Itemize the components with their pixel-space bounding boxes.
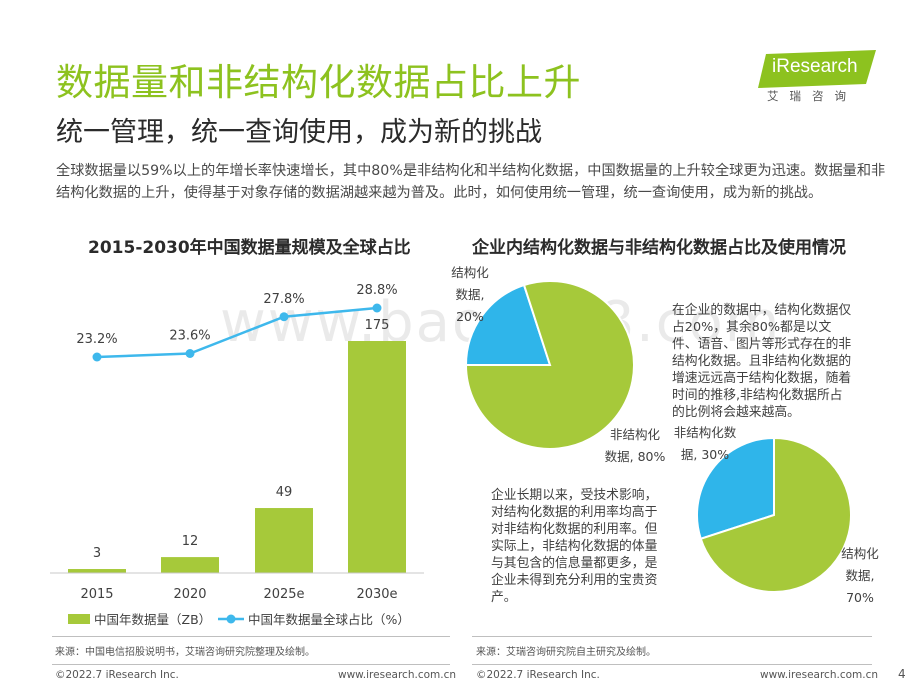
iresearch-logo [758,50,876,88]
source-divider-right [472,636,872,637]
share-point-2025e [279,312,289,322]
pie1-unstructured-label: 非结构化 数据, 80% [604,427,666,464]
x-tick-label: 2020 [173,587,206,602]
bar-value-label: 175 [365,318,390,333]
source-divider-left [52,636,450,637]
legend-bar-label: 中国年数据量（ZB） [94,612,211,627]
x-tick-label: 2015 [80,587,113,602]
x-tick-label: 2030e [356,587,397,602]
bar-2015 [68,569,126,573]
pie-chart-enterprise-1 [464,280,635,450]
share-value-label: 23.2% [76,332,117,347]
bar-value-label: 3 [93,546,101,561]
bar-2020 [161,557,219,573]
bar-2030e [348,341,406,573]
note-structured-share: 在企业的数据中，结构化数据仅占20%，其余80%都是以文件、语音、图片等形式存在… [672,303,852,420]
legend-line-label: 中国年数据量全球占比（%） [248,612,410,627]
share-value-label: 27.8% [263,292,304,307]
bar-value-label: 12 [182,534,199,549]
page-subtitle: 统一管理，统一查询使用，成为新的挑战 [56,117,542,148]
page-number: 4 [898,667,906,681]
right-chart-title: 企业内结构化数据与非结构化数据占比及使用情况 [472,238,846,258]
bar-value-label: 49 [276,485,293,500]
pie-chart-enterprise-2 [696,436,852,593]
pie1-slice-green [464,280,635,450]
bar-2025e [255,508,313,573]
note-utilization: 企业长期以来，受技术影响，对结构化数据的利用率均高于对非结构化数据的利用率。但实… [491,488,658,605]
page-title: 数据量和非结构化数据占比上升 [56,61,581,104]
left-chart-title: 2015-2030年中国数据量规模及全球占比 [88,238,411,258]
intro-paragraph: 全球数据量以59%以上的年增长率快速增长，其中80%是非结构化和半结构化数据，中… [56,163,886,201]
share-line [96,306,378,359]
footer-url-left: www.iresearch.com.cn [338,669,457,681]
x-tick-label: 2025e [263,587,304,602]
share-value-label: 28.8% [356,283,397,298]
pie2-unstructured-label: 非结构化数 据, 30% [673,425,737,462]
legend-bar-swatch [68,614,90,624]
left-source: 来源：中国电信招股说明书，艾瑞咨询研究院整理及绘制。 [55,647,315,658]
legend-line-marker [226,614,236,624]
pie2-slice-blue [696,436,775,541]
pie1-slice-blue [464,283,552,366]
share-value-label: 23.6% [169,329,210,344]
logo-text: iResearch [772,56,858,77]
share-point-2030e [372,303,382,313]
logo-cn-text: 艾瑞咨询 [767,89,857,103]
footer-copyright-left: ©2022.7 iResearch Inc. [55,669,179,681]
pie2-slice-green [699,436,852,593]
pie1-structured-label: 结构化 数据, 20% [451,265,489,324]
footer-divider-right [472,664,872,665]
pie2-structured-label: 结构化 数据, 70% [841,546,879,605]
right-source: 来源：艾瑞咨询研究院自主研究及绘制。 [476,647,656,658]
share-point-2020 [185,349,195,358]
footer-divider-left [52,664,450,665]
share-point-2015 [92,352,102,362]
footer-copyright-right: ©2022.7 iResearch Inc. [476,669,600,681]
footer-url-right: www.iresearch.com.cn [760,669,879,681]
bar-line-chart: 3 12 49 175 23.2% 23.6% 27.8% 28.8% 2015 2020 202… [50,283,424,627]
